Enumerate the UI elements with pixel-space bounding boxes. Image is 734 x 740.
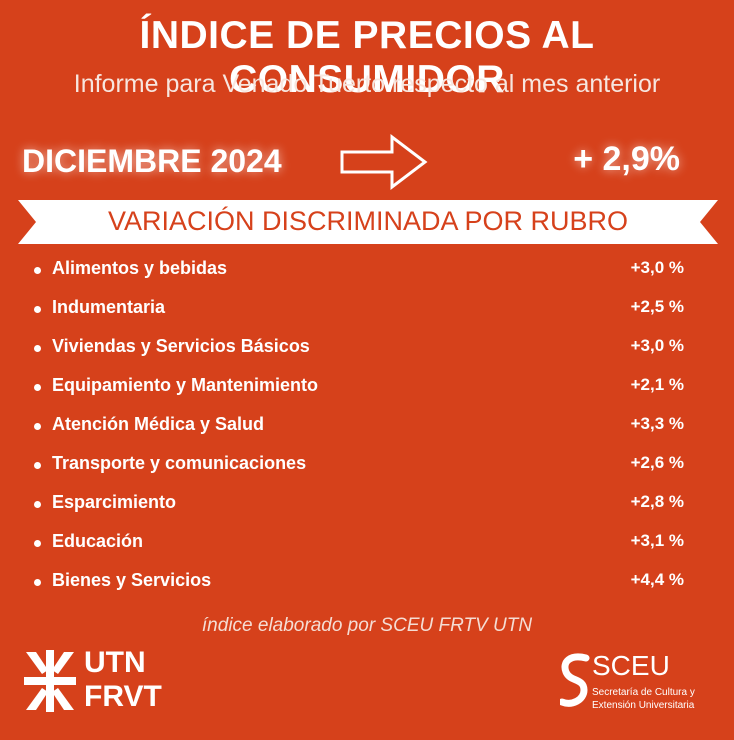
bullet-icon: [34, 267, 41, 274]
category-label: Alimentos y bebidas: [52, 258, 228, 278]
category-label: Bienes y Servicios: [52, 570, 212, 590]
bullet-icon: [34, 345, 41, 352]
sceu-logo-text: SCEU: [592, 650, 670, 681]
utn-emblem-icon: [24, 650, 76, 712]
page-subtitle: Informe para Venado Tuerto respecto al m…: [73, 70, 661, 98]
category-value: +3,0 %: [630, 336, 684, 355]
sceu-subtitle-line: Secretaría de Cultura y: [592, 687, 695, 698]
banner-title: VARIACIÓN DISCRIMINADA POR RUBRO: [107, 206, 629, 236]
category-label: Educación: [52, 531, 144, 551]
sceu-subtitle: Secretaría de Cultura y Extensión Univer…: [592, 686, 722, 712]
list-item: Educación +3,1 %: [34, 531, 684, 570]
report-month: DICIEMBRE 2024: [22, 143, 282, 179]
bullet-icon: [34, 306, 41, 313]
list-item: Viviendas y Servicios Básicos +3,0 %: [34, 336, 684, 375]
section-banner: VARIACIÓN DISCRIMINADA POR RUBRO: [18, 200, 718, 244]
list-item: Alimentos y bebidas +3,0 %: [34, 258, 684, 297]
category-value: +2,5 %: [630, 297, 684, 316]
category-value: +2,6 %: [630, 453, 684, 472]
category-label: Equipamiento y Mantenimiento: [52, 375, 319, 395]
list-item: Equipamiento y Mantenimiento +2,1 %: [34, 375, 684, 414]
list-item: Bienes y Servicios +4,4 %: [34, 570, 684, 609]
category-label: Indumentaria: [52, 297, 166, 317]
bullet-icon: [34, 579, 41, 586]
list-item: Esparcimiento +2,8 %: [34, 492, 684, 531]
bullet-icon: [34, 462, 41, 469]
sceu-logo: SCEU Secretaría de Cultura y Extensión U…: [560, 648, 720, 716]
bullet-icon: [34, 423, 41, 430]
category-value: +4,4 %: [630, 570, 684, 589]
footer-credit: índice elaborado por SCEU FRTV UTN: [201, 615, 533, 636]
page-title: ÍNDICE DE PRECIOS AL CONSUMIDOR: [139, 14, 595, 101]
category-value: +2,8 %: [630, 492, 684, 511]
right-arrow-icon: [340, 133, 428, 191]
utn-logo-text: UTN: [84, 646, 146, 679]
category-value: +2,1 %: [630, 375, 684, 394]
category-value: +3,0 %: [630, 258, 684, 277]
category-value: +3,1 %: [630, 531, 684, 550]
bullet-icon: [34, 540, 41, 547]
category-label: Viviendas y Servicios Básicos: [52, 336, 310, 356]
utn-logo: UTN FRVT: [24, 648, 164, 716]
bullet-icon: [34, 501, 41, 508]
total-variation: + 2,9%: [573, 140, 680, 178]
list-item: Indumentaria +2,5 %: [34, 297, 684, 336]
frvt-logo-text: FRVT: [84, 680, 162, 713]
bullet-icon: [34, 384, 41, 391]
list-item: Transporte y comunicaciones +2,6 %: [34, 453, 684, 492]
category-list: Alimentos y bebidas +3,0 % Indumentaria …: [34, 258, 684, 609]
list-item: Atención Médica y Salud +3,3 %: [34, 414, 684, 453]
category-label: Atención Médica y Salud: [52, 414, 265, 434]
category-value: +3,3 %: [630, 414, 684, 433]
sceu-emblem-icon: [560, 653, 590, 707]
sceu-subtitle-line: Extensión Universitaria: [592, 700, 695, 711]
category-label: Esparcimiento: [52, 492, 177, 512]
category-label: Transporte y comunicaciones: [52, 453, 307, 473]
